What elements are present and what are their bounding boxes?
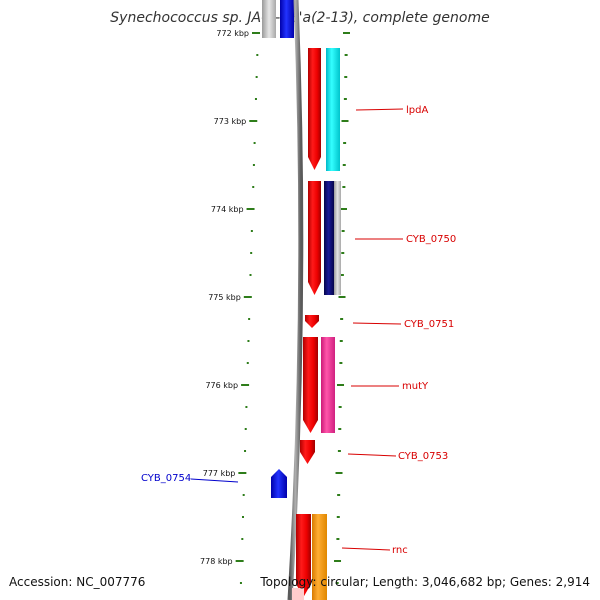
gene-feature-mutY[interactable]	[303, 337, 335, 433]
outer-scale-dot	[336, 516, 340, 518]
gene-feature-CYB_0753[interactable]	[300, 440, 315, 464]
gene-feature-rnc[interactable]	[296, 514, 327, 600]
kbp-scale: 772 kbp 773 kbp 774 kbp 775 kbp 776 kbp 777 k…	[200, 29, 260, 566]
partial-feature-top-blue	[280, 0, 294, 38]
gene-label-mutY[interactable]: mutY	[402, 381, 429, 392]
gene-label-lpdA[interactable]: lpdA	[406, 105, 428, 116]
leader-line-CYB_0754	[190, 478, 239, 483]
scale-dot	[254, 98, 257, 100]
scale-dot	[239, 582, 242, 584]
scale-dot	[252, 186, 255, 188]
outer-scale-dot	[340, 274, 344, 276]
gene-label-CYB_0750[interactable]: CYB_0750	[406, 234, 456, 245]
scale-dot	[241, 516, 244, 518]
scale-dot	[245, 406, 248, 408]
scale-dot	[244, 450, 247, 452]
kbp-label: 778 kbp	[200, 557, 233, 566]
kbp-label: 775 kbp	[208, 293, 241, 302]
outer-scale-dot	[340, 208, 348, 210]
scale-dot	[250, 252, 253, 254]
outer-scale-dot	[339, 362, 343, 364]
outer-scale-dot	[341, 252, 345, 254]
gene-feature-CYB_0751[interactable]	[305, 315, 319, 328]
gene-label-rnc[interactable]: rnc	[392, 545, 408, 556]
cog-rnc	[312, 514, 327, 600]
outer-scale-dot	[339, 340, 343, 342]
kbp-label: 774 kbp	[211, 205, 244, 214]
outer-scale-dot	[343, 98, 347, 100]
outer-scale-dot	[334, 560, 342, 562]
scale-dot	[248, 318, 251, 320]
scale-dot	[242, 494, 245, 496]
leader-line-lpdA	[355, 108, 404, 111]
outer-scale-dot	[335, 472, 343, 474]
kbp-label: 777 kbp	[203, 469, 236, 478]
leader-line-rnc	[341, 547, 391, 551]
kbp-label: 772 kbp	[216, 29, 249, 38]
scale-dot	[256, 54, 259, 56]
kbp-label: 773 kbp	[214, 117, 247, 126]
scale-dot	[253, 142, 256, 144]
outer-scale-dot	[337, 494, 341, 496]
outer-scale-dot	[335, 582, 339, 584]
outer-scale-dot	[342, 186, 346, 188]
partial-feature-bottom	[292, 588, 304, 600]
gene-label-CYB_0751[interactable]: CYB_0751	[404, 319, 454, 330]
accession-text: Accession: NC_007776	[9, 575, 146, 589]
gene-label-CYB_0753[interactable]: CYB_0753	[398, 451, 448, 462]
gene-feature-CYB_0754[interactable]	[271, 469, 287, 498]
cog-lpdA	[326, 48, 340, 171]
outer-scale-dot	[338, 296, 346, 298]
outer-scale-dot	[340, 318, 344, 320]
map-title: Synechococcus sp. JA-2-3B'a(2-13), compl…	[110, 10, 490, 26]
outer-scale-dot	[342, 164, 346, 166]
scale-dot	[246, 362, 249, 364]
scale-dot	[255, 76, 258, 78]
scale-dot	[252, 164, 255, 166]
gene-labels: lpdA CYB_0750 CYB_0751 mutY CYB_0753 CYB…	[141, 105, 456, 556]
outer-scale-dot	[336, 538, 340, 540]
scale-dot	[244, 428, 247, 430]
cog-mutY	[321, 337, 335, 433]
scale-dot	[247, 340, 250, 342]
scale-dot	[250, 230, 253, 232]
cog-CYB_0750-grey	[334, 181, 341, 295]
outer-scale-dot	[338, 406, 342, 408]
outer-scale-dot	[341, 120, 349, 122]
leader-line-CYB_0751	[352, 322, 402, 325]
genome-summary-text: Topology: circular; Length: 3,046,682 bp…	[260, 575, 590, 589]
dotted-scale-track	[239, 32, 350, 584]
outer-scale-dot	[338, 428, 342, 430]
partial-feature-top-grey	[262, 0, 276, 38]
outer-scale-dot	[343, 142, 347, 144]
outer-scale-dot	[337, 384, 345, 386]
genome-backbone	[287, 0, 304, 600]
gene-feature-CYB_0750[interactable]	[308, 181, 341, 295]
outer-scale-dot	[343, 32, 350, 34]
gene-feature-lpdA[interactable]	[308, 48, 340, 171]
gene-label-CYB_0754[interactable]: CYB_0754	[141, 473, 191, 484]
scale-dot	[249, 274, 252, 276]
outer-scale-dot	[344, 54, 348, 56]
kbp-label: 776 kbp	[205, 381, 238, 390]
cog-CYB_0750	[324, 181, 334, 295]
scale-dot	[241, 538, 244, 540]
outer-scale-dot	[344, 76, 348, 78]
leader-line-CYB_0753	[347, 453, 397, 457]
outer-scale-dot	[337, 450, 341, 452]
outer-scale-dot	[341, 230, 345, 232]
